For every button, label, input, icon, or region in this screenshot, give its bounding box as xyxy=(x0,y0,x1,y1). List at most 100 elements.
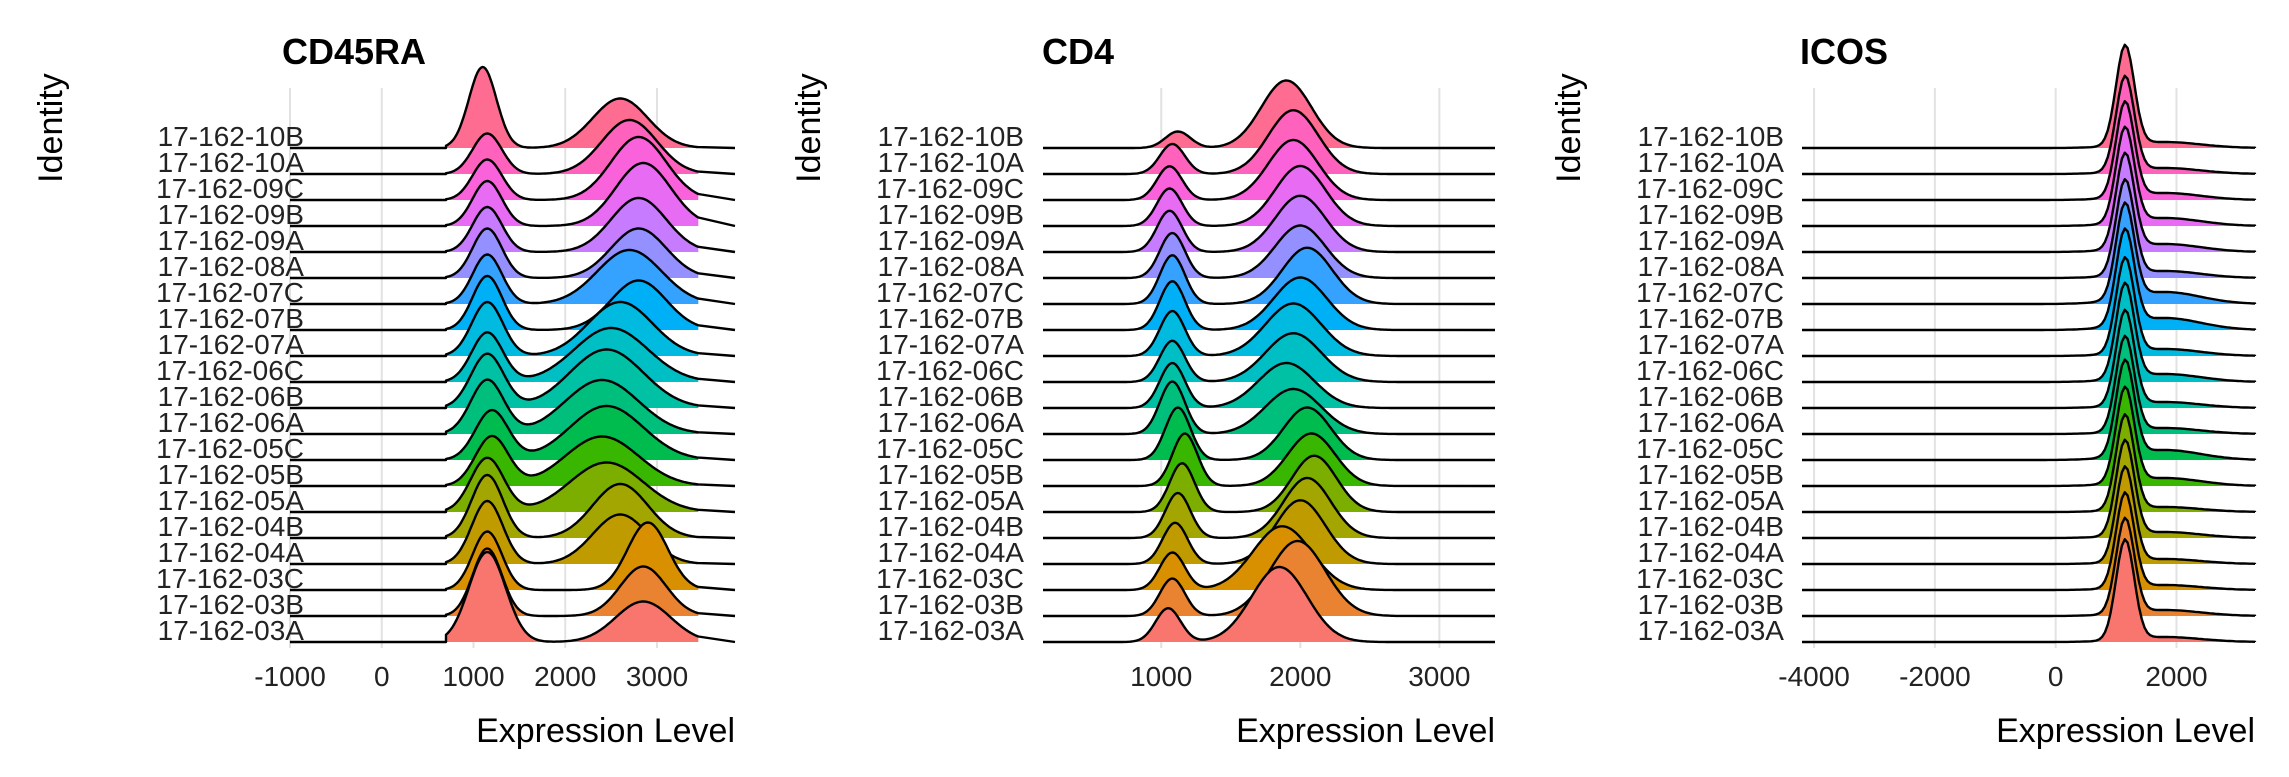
x-tick-label: 0 xyxy=(2048,661,2064,692)
x-tick-label: -4000 xyxy=(1778,661,1850,692)
ridge-line-17-162-08A xyxy=(1043,224,1495,280)
y-tick-label: 17-162-09A xyxy=(878,225,1025,256)
y-tick-label: 17-162-07A xyxy=(158,329,305,360)
ridge-fill-17-162-03A xyxy=(1091,567,1398,642)
ridge-line-17-162-09B xyxy=(1043,164,1495,228)
y-tick-label: 17-162-03B xyxy=(158,589,304,620)
y-tick-label: 17-162-07B xyxy=(1638,303,1784,334)
x-tick-label: 3000 xyxy=(1408,661,1470,692)
ridge-fill-17-162-09B xyxy=(1802,126,2255,226)
y-tick-label: 17-162-05B xyxy=(1638,459,1784,490)
ridge-line-17-162-05A xyxy=(1043,454,1495,514)
y-tick-label: 17-162-09A xyxy=(1638,225,1785,256)
x-tick-label: -2000 xyxy=(1899,661,1971,692)
ridge-line-17-162-06C xyxy=(1043,332,1495,384)
ridge-line-17-162-08A xyxy=(1802,178,2257,280)
panel-cd4: CD4 Identity 1000 2000 3000 Expression Level 1… xyxy=(790,31,1496,750)
ridge-line-17-162-10B xyxy=(1802,43,2257,150)
y-tick-label: 17-162-05C xyxy=(156,433,304,464)
y-tick-label: 17-162-09A xyxy=(158,225,305,256)
y-tick-label: 17-162-06A xyxy=(1638,407,1785,438)
ridge-line-17-162-06C xyxy=(290,326,736,384)
y-tick-label: 17-162-03A xyxy=(158,615,305,646)
y-tick-label: 17-162-08A xyxy=(878,251,1025,282)
ridge-fill-17-162-06B xyxy=(1091,363,1398,408)
ridge-line-17-162-05B xyxy=(1043,432,1496,488)
y-tick-label: 17-162-03C xyxy=(1636,563,1784,594)
ridge-line-17-162-07B xyxy=(290,274,736,332)
ridge-line-17-162-07C xyxy=(1043,246,1496,306)
y-tick-label: 17-162-08A xyxy=(158,251,305,282)
ridge-fill-17-162-10A xyxy=(1802,75,2255,174)
ridge-fill-17-162-05C xyxy=(446,406,699,460)
ridge-fill-17-162-05B xyxy=(1802,386,2255,486)
ridge-fill-17-162-05B xyxy=(446,436,699,486)
y-tick-label: 17-162-10B xyxy=(878,121,1024,152)
ridge-line-17-162-03A xyxy=(1802,538,2257,644)
y-tick-label: 17-162-10A xyxy=(878,147,1025,178)
y-tick-label: 17-162-09C xyxy=(1636,173,1784,204)
x-tick-label: 2000 xyxy=(2145,661,2207,692)
ridge-line-17-162-06B xyxy=(1802,308,2257,410)
ridge-line-17-162-03C xyxy=(290,521,736,592)
ridge-line-17-162-05B xyxy=(1802,385,2257,488)
ridge-line-17-162-03C xyxy=(1043,525,1495,592)
y-tick-label: 17-162-04B xyxy=(158,511,304,542)
panel-title: CD4 xyxy=(1042,31,1114,72)
x-tick-label: 1000 xyxy=(442,661,504,692)
y-axis-title: Identity xyxy=(1550,73,1588,183)
y-tick-label: 17-162-03C xyxy=(156,563,304,594)
ridge-line-17-162-09B xyxy=(290,161,736,228)
ridge-line-17-162-09C xyxy=(290,135,736,202)
y-axis-title: Identity xyxy=(32,73,70,183)
ridge-line-17-162-05C xyxy=(1802,358,2257,462)
y-tick-label: 17-162-07B xyxy=(878,303,1024,334)
y-tick-label: 17-162-06B xyxy=(1638,381,1784,412)
y-tick-label: 17-162-07C xyxy=(1636,277,1784,308)
ridge-line-17-162-06A xyxy=(1043,380,1495,436)
ridge-fill-17-162-04A xyxy=(1091,500,1398,564)
x-tick-label: 0 xyxy=(374,661,390,692)
y-tick-label: 17-162-05B xyxy=(158,459,304,490)
panel-title: ICOS xyxy=(1800,31,1888,72)
ridge-fill-17-162-09A xyxy=(1802,152,2255,252)
ridge-line-17-162-03A xyxy=(1043,565,1495,644)
ridge-line-17-162-03C xyxy=(1802,491,2257,592)
ridge-line-17-162-09C xyxy=(1043,138,1495,202)
y-tick-label: 17-162-06A xyxy=(158,407,305,438)
ridge-line-17-162-07C xyxy=(290,248,736,306)
ridge-line-17-162-09A xyxy=(290,196,736,254)
ridge-line-17-162-10A xyxy=(1802,74,2257,176)
ridge-line-17-162-10B xyxy=(290,65,736,150)
y-tick-label: 17-162-07A xyxy=(878,329,1025,360)
y-tick-label: 17-162-10A xyxy=(158,147,305,178)
y-tick-label: 17-162-06B xyxy=(158,381,304,412)
ridge-line-17-162-03B xyxy=(1043,539,1496,618)
y-tick-label: 17-162-05C xyxy=(1636,433,1784,464)
ridge-line-17-162-07A xyxy=(1043,302,1495,358)
y-tick-label: 17-162-09B xyxy=(878,199,1024,230)
y-tick-label: 17-162-03C xyxy=(876,563,1024,594)
ridge-line-17-162-04B xyxy=(1802,438,2257,540)
ridge-fill-17-162-10A xyxy=(1091,110,1398,174)
x-axis-title: Expression Level xyxy=(476,712,735,750)
ridge-line-17-162-07A xyxy=(290,300,736,358)
panel-title: CD45RA xyxy=(282,31,426,72)
ridge-line-17-162-04B xyxy=(290,473,736,540)
ridge-line-17-162-05A xyxy=(1802,413,2257,514)
y-tick-label: 17-162-05B xyxy=(878,459,1024,490)
ridge-line-17-162-07C xyxy=(1802,201,2257,306)
ridge-line-17-162-04B xyxy=(1043,476,1495,540)
y-tick-label: 17-162-03B xyxy=(1638,589,1784,620)
ridge-line-17-162-03B xyxy=(290,547,736,618)
y-tick-label: 17-162-06A xyxy=(878,407,1025,438)
y-tick-label: 17-162-07A xyxy=(1638,329,1785,360)
ridge-fill-17-162-03A xyxy=(446,552,699,642)
y-tick-label: 17-162-04A xyxy=(1638,537,1785,568)
ridge-line-17-162-09C xyxy=(1802,100,2257,202)
y-tick-label: 17-162-09C xyxy=(156,173,304,204)
ridge-fill-17-162-09C xyxy=(1802,101,2255,200)
ridge-line-17-162-06B xyxy=(290,348,736,410)
